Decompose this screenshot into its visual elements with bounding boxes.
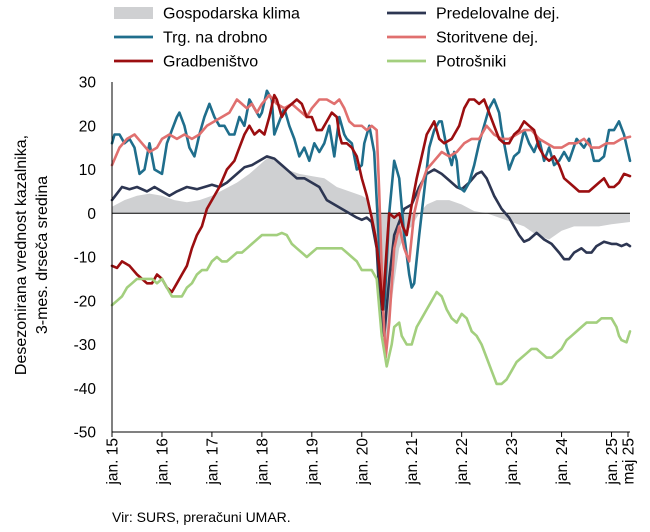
legend-item-potrosniki: Potrošniki — [387, 54, 506, 71]
legend-item-predelovalne-dej: Predelovalne dej. — [387, 6, 560, 23]
y-axis-title-line-2: 3-mes. drseča sredina — [34, 176, 51, 334]
legend-item-gradbenistvo: Gradbeništvo — [114, 54, 258, 71]
series-line-trg-na-drobno — [110, 89, 632, 311]
legend-item-gospodarska-klima: Gospodarska klima — [114, 6, 300, 23]
legend-label: Potrošniki — [436, 54, 506, 71]
legend-label: Gospodarska klima — [163, 6, 300, 23]
y-tick-label: -20 — [74, 293, 97, 310]
legend-label: Storitvene dej. — [436, 30, 538, 47]
x-tick-label: jan. 20 — [354, 438, 371, 486]
series-line-gradbenistvo — [110, 93, 632, 311]
y-axis-title-line-1: Desezonirana vrednost kazalnika, — [13, 135, 30, 375]
x-tick-label: maj 25 — [621, 438, 638, 485]
legend-item-storitvene-dej: Storitvene dej. — [387, 30, 538, 47]
legend-label: Trg. na drobno — [163, 30, 267, 47]
legend-swatch — [114, 7, 153, 19]
x-tick-label: jan. 22 — [454, 438, 471, 486]
x-tick-label: jan. 24 — [554, 438, 571, 486]
y-tick-label: 20 — [79, 118, 97, 135]
y-tick-label: -40 — [74, 381, 97, 398]
series-line-storitvene-dej — [110, 93, 632, 359]
y-tick-label: -50 — [74, 425, 97, 442]
series-line-predelovalne-dej — [110, 155, 632, 338]
plot-area — [110, 89, 632, 386]
x-tick-label: jan. 19 — [304, 438, 321, 486]
legend-label: Predelovalne dej. — [436, 6, 560, 23]
y-tick-label: 0 — [87, 206, 96, 223]
y-tick-label: 10 — [79, 162, 97, 179]
x-tick-label: jan. 25 — [604, 438, 621, 486]
y-tick-label: -10 — [74, 250, 97, 267]
x-tick-label: jan. 16 — [155, 438, 172, 486]
x-tick-label: jan. 18 — [254, 438, 271, 486]
series-area-gospodarska-klima — [112, 156, 630, 358]
y-tick-label: -30 — [74, 337, 97, 354]
legend-item-trg-na-drobno: Trg. na drobno — [114, 30, 267, 47]
x-axis: jan. 15 jan. 16 jan. 17 jan. 18 jan. 19 jan. … — [105, 431, 638, 486]
y-axis: 30 20 10 0 -10 -20 -30 -40 -50 — [74, 75, 113, 442]
x-tick-label: jan. 21 — [404, 438, 421, 486]
series-line-potrosniki — [110, 231, 632, 386]
source-note: Vir: SURS, preračuni UMAR. — [112, 509, 291, 525]
y-tick-label: 30 — [79, 75, 97, 92]
x-tick-label: jan. 23 — [504, 438, 521, 486]
legend-label: Gradbeništvo — [163, 54, 258, 71]
x-tick-label: jan. 15 — [105, 438, 122, 486]
x-tick-label: jan. 17 — [204, 438, 221, 486]
legend: Gospodarska klima Predelovalne dej. Trg. n… — [114, 6, 560, 71]
